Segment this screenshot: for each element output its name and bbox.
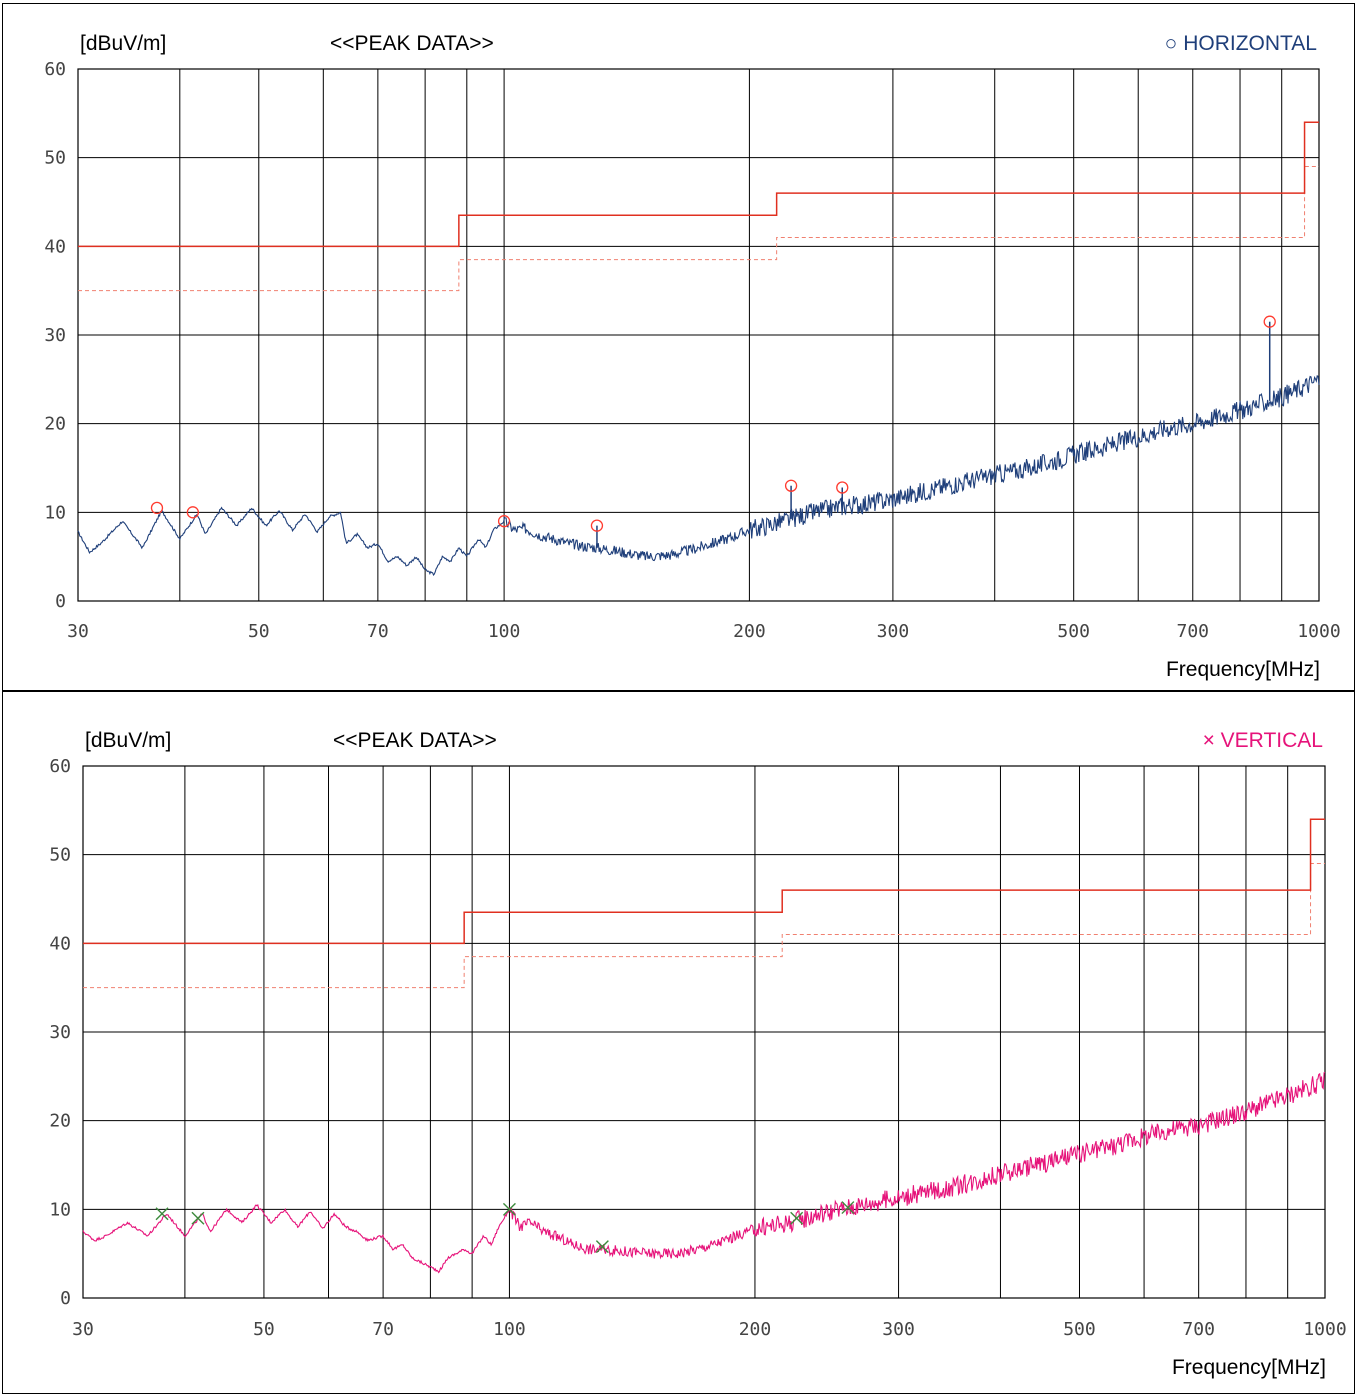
peak-marker <box>191 1211 205 1225</box>
legend-symbol: ○ <box>1165 32 1184 55</box>
peak-marker <box>155 1207 169 1221</box>
margin-line <box>83 863 1325 989</box>
x-tick-label: 700 <box>1177 621 1210 642</box>
chart-title: <<PEAK DATA>> <box>333 729 497 752</box>
chart-title: <<PEAK DATA>> <box>330 32 494 55</box>
peak-marker <box>1263 315 1276 328</box>
y-tick-label: 50 <box>44 148 66 169</box>
y-tick-label: 0 <box>60 1288 71 1309</box>
x-tick-label: 100 <box>493 1319 526 1340</box>
legend-symbol: × <box>1203 729 1221 752</box>
legend-label: HORIZONTAL <box>1183 32 1317 55</box>
peak-marker <box>502 1202 516 1216</box>
y-tick-label: 30 <box>44 325 66 346</box>
x-tick-label: 500 <box>1063 1319 1096 1340</box>
x-tick-label: 200 <box>733 621 766 642</box>
y-axis-label: [dBuV/m] <box>80 32 166 55</box>
legend-entry: ○ HORIZONTAL <box>1165 32 1317 55</box>
measured-trace <box>77 375 1320 577</box>
grid <box>82 765 1326 1299</box>
plot-frame <box>77 68 1320 602</box>
margin-line <box>78 166 1319 292</box>
peak-marker <box>784 479 798 492</box>
plot-frame <box>82 765 1326 1299</box>
y-axis-label: [dBuV/m] <box>85 729 171 752</box>
horizontal-chart: 0 10 20 30 40 50 60 30 50 70 100 200 300 500 700 1000 [d… <box>44 32 1340 681</box>
x-tick-label: 100 <box>488 621 521 642</box>
vertical-chart: 0 10 20 30 40 50 60 30 50 70 100 200 300 500 700 1000 [d… <box>49 729 1346 1379</box>
x-tick-label: 300 <box>877 621 910 642</box>
peak-marker <box>186 506 199 519</box>
legend-entry: × VERTICAL <box>1203 729 1323 752</box>
x-tick-label: 1000 <box>1297 621 1340 642</box>
y-tick-label: 20 <box>49 1111 71 1132</box>
y-tick-label: 10 <box>44 502 66 523</box>
x-tick-label: 30 <box>67 621 89 642</box>
x-tick-label: 50 <box>253 1319 275 1340</box>
y-tick-label: 40 <box>49 933 71 954</box>
y-tick-label: 60 <box>49 756 71 777</box>
y-tick-label: 60 <box>44 59 66 80</box>
x-tick-label: 1000 <box>1303 1319 1346 1340</box>
x-tick-label: 70 <box>372 1319 394 1340</box>
peak-marker <box>497 515 511 528</box>
x-axis-label: Frequency[MHz] <box>1172 1356 1326 1379</box>
peak-marker <box>150 501 164 515</box>
measured-trace <box>82 1071 1326 1274</box>
peak-marker <box>590 519 604 532</box>
legend-label: VERTICAL <box>1221 729 1323 752</box>
x-tick-label: 700 <box>1182 1319 1215 1340</box>
y-tick-label: 20 <box>44 414 66 435</box>
x-tick-label: 200 <box>739 1319 772 1340</box>
peak-marker <box>836 481 849 494</box>
horizontal-chart-panel: 0 10 20 30 40 50 60 30 50 70 100 200 300 500 700 1000 [d… <box>2 3 1355 691</box>
x-tick-label: 30 <box>72 1319 94 1340</box>
peak-marker <box>841 1201 855 1215</box>
x-tick-label: 70 <box>367 621 389 642</box>
peak-marker <box>790 1211 804 1225</box>
limit-line <box>83 818 1325 945</box>
y-tick-label: 40 <box>44 236 66 257</box>
peak-marker <box>595 1240 609 1254</box>
y-tick-label: 10 <box>49 1199 71 1220</box>
y-tick-label: 0 <box>55 591 66 612</box>
y-tick-label: 30 <box>49 1022 71 1043</box>
grid <box>77 68 1320 602</box>
limit-line <box>78 121 1319 248</box>
x-axis-label: Frequency[MHz] <box>1166 658 1320 681</box>
y-tick-label: 50 <box>49 845 71 866</box>
vertical-chart-panel: 0 10 20 30 40 50 60 30 50 70 100 200 300 500 700 1000 [d… <box>2 691 1355 1394</box>
x-tick-label: 500 <box>1057 621 1090 642</box>
x-tick-label: 50 <box>248 621 270 642</box>
x-tick-label: 300 <box>882 1319 915 1340</box>
